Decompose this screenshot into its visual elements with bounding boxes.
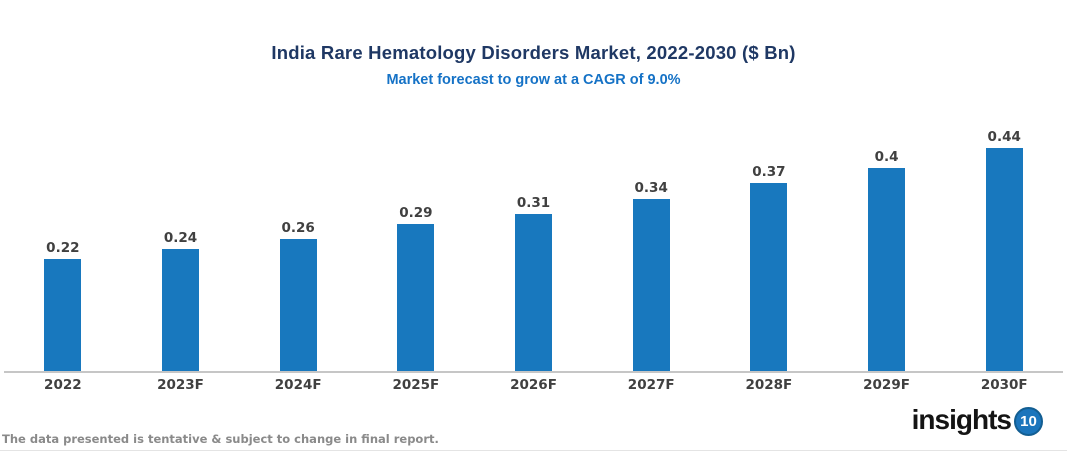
bottom-divider — [0, 450, 1067, 451]
bar-group: 0.34 — [592, 180, 710, 371]
bar-value-label: 0.44 — [987, 129, 1021, 145]
chart-subtitle: Market forecast to grow at a CAGR of 9.0… — [386, 72, 681, 88]
bar-value-label: 0.4 — [874, 149, 899, 165]
bar-value-label: 0.31 — [516, 195, 551, 211]
x-axis-label: 2026F — [510, 377, 557, 393]
bar — [279, 239, 317, 371]
bar — [515, 214, 553, 371]
logo-text: insights — [911, 403, 1012, 435]
bar-group: 0.29 — [357, 205, 475, 371]
insights10-logo: insights 10 — [912, 403, 1043, 436]
x-axis-label: 2024F — [274, 377, 322, 393]
bar — [632, 199, 670, 371]
bar-group: 0.26 — [239, 220, 357, 371]
x-axis-label: 2028F — [745, 377, 793, 393]
x-axis-labels: 2022 2023F 2024F 2025F 2026F 2027F 2028F 2029F 2… — [4, 377, 1063, 393]
bar-value-label: 0.29 — [399, 205, 433, 221]
bar — [985, 148, 1023, 371]
x-axis-label: 2030F — [980, 377, 1028, 393]
bar-value-label: 0.37 — [752, 164, 786, 180]
bar-group: 0.24 — [122, 230, 240, 371]
bar — [750, 183, 788, 371]
x-axis-label: 2025F — [392, 377, 440, 393]
bar — [397, 224, 435, 371]
bar — [44, 259, 82, 371]
bar-group: 0.37 — [710, 164, 828, 371]
bar-group: 0.4 — [828, 149, 946, 371]
x-axis-label: 2027F — [627, 377, 675, 393]
bar-value-label: 0.26 — [281, 220, 315, 236]
bar-value-label: 0.22 — [46, 240, 80, 256]
bar-group: 0.22 — [4, 240, 122, 371]
x-axis-label: 2022 — [44, 377, 82, 393]
bar-group: 0.44 — [945, 129, 1063, 371]
footer-disclaimer: The data presented is tentative & subjec… — [2, 432, 439, 446]
bar-value-label: 0.24 — [163, 230, 198, 246]
logo-badge-icon: 10 — [1014, 407, 1043, 436]
chart-title: India Rare Hematology Disorders Market, … — [271, 42, 796, 63]
bar-value-label: 0.34 — [634, 180, 668, 196]
bar-group: 0.31 — [475, 195, 593, 371]
plot-area: 0.22 0.24 0.26 0.29 0.31 0.34 0.37 0.4 0.44 — [4, 125, 1063, 373]
x-axis-label: 2029F — [863, 377, 910, 393]
bar — [162, 249, 199, 371]
bar — [868, 168, 906, 371]
x-axis-label: 2023F — [157, 377, 204, 393]
